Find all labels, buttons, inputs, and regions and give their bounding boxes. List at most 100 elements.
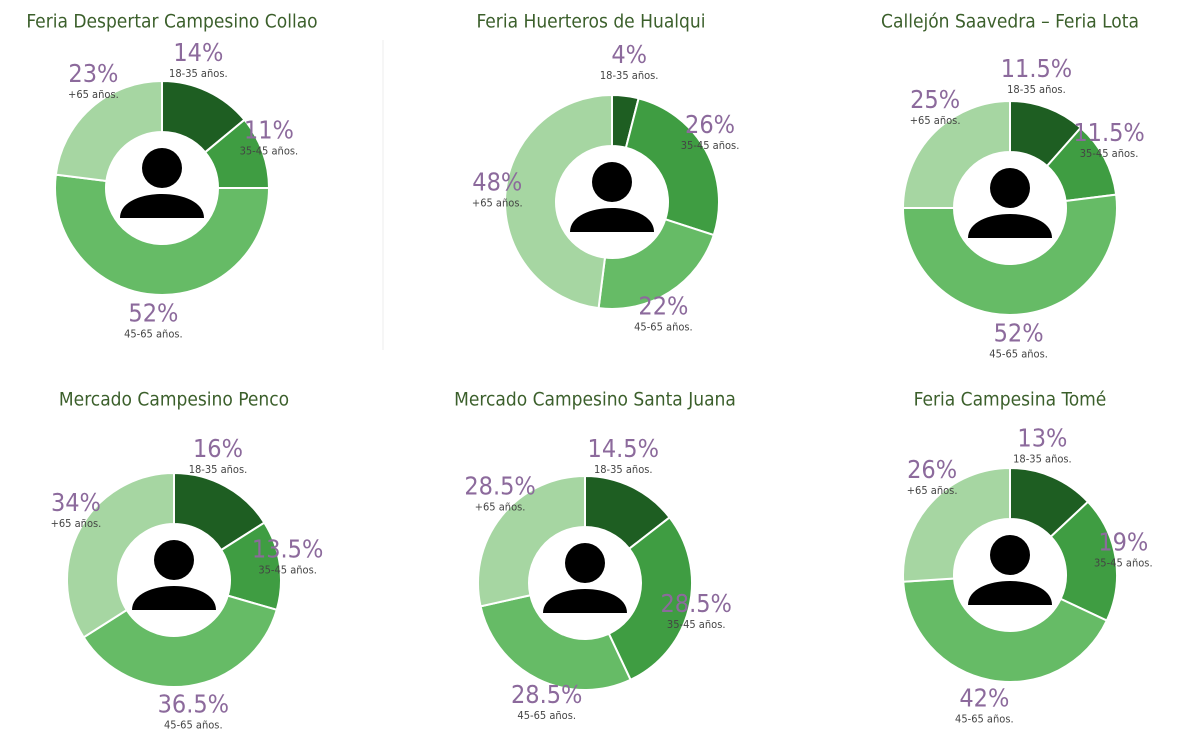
value-label: 25%: [910, 85, 960, 114]
person-head: [565, 543, 605, 583]
segment-label: 4%18-35 años.: [600, 40, 659, 82]
donut-segment: [504, 93, 613, 310]
value-label: 23%: [68, 59, 118, 88]
value-label: 28.5%: [464, 471, 535, 500]
segment-label: 48%+65 años.: [472, 167, 523, 209]
person-head: [154, 540, 194, 580]
category-label: 45-65 años.: [164, 719, 223, 730]
donut-segment: [54, 173, 271, 296]
person-body: [570, 208, 654, 232]
donut-segment: [54, 79, 163, 183]
segment-label: 26%35-45 años.: [681, 110, 740, 152]
person-body: [968, 214, 1052, 238]
segment-label: 52%45-65 años.: [124, 299, 183, 341]
donut-chart: Mercado Campesino Penco 16%18-35 años. 13.…: [51, 389, 324, 730]
segment-label: 11.5%18-35 años.: [1001, 54, 1072, 96]
segment-label: 14%18-35 años.: [169, 38, 228, 80]
segment-label: 36.5%45-65 años.: [158, 690, 229, 730]
category-label: 35-45 años.: [1080, 147, 1139, 160]
donut-segment: [901, 193, 1118, 316]
donut-segment: [901, 99, 1011, 209]
donut-chart: Callejón Saavedra – Feria Lota11.5%18-35…: [881, 11, 1145, 361]
segment-label: 28.5%45-65 años.: [511, 680, 582, 722]
segment-label: 26%+65 años.: [907, 455, 958, 497]
value-label: 13%: [1017, 423, 1067, 452]
segment-label: 34%+65 años.: [51, 488, 102, 530]
person-head: [592, 162, 632, 202]
value-label: 48%: [472, 167, 522, 196]
category-label: 45-65 años.: [124, 328, 183, 341]
category-label: 35-45 años.: [681, 139, 740, 152]
chart-title: Callejón Saavedra – Feria Lota: [881, 11, 1139, 33]
value-label: 13.5%: [252, 535, 323, 564]
segment-label: 13%18-35 años.: [1013, 423, 1072, 465]
category-label: +65 años.: [472, 196, 523, 209]
value-label: 52%: [994, 319, 1044, 348]
category-label: 18-35 años.: [594, 463, 653, 476]
category-label: 45-65 años.: [517, 709, 576, 722]
category-label: 35-45 años.: [240, 145, 299, 158]
category-label: 45-65 años.: [989, 348, 1048, 361]
donut-segment: [477, 474, 586, 608]
category-label: +65 años.: [68, 88, 119, 101]
value-label: 36.5%: [158, 690, 229, 719]
person-head: [142, 148, 182, 188]
value-label: 28.5%: [511, 680, 582, 709]
category-label: +65 años.: [910, 114, 961, 127]
segment-label: 25%+65 años.: [910, 85, 961, 127]
value-label: 34%: [51, 488, 101, 517]
value-label: 42%: [959, 684, 1009, 713]
category-label: +65 años.: [475, 500, 526, 513]
value-label: 28.5%: [660, 589, 731, 618]
person-body: [543, 589, 627, 613]
value-label: 16%: [193, 434, 243, 463]
donut-chart: Feria Despertar Campesino Collao 14%18-35…: [26, 11, 317, 341]
segment-label: 14.5%18-35 años.: [588, 434, 659, 476]
segment-label: 22%45-65 años.: [634, 292, 693, 334]
value-label: 26%: [685, 110, 735, 139]
chart-title: Mercado Campesino Santa Juana: [454, 389, 736, 411]
segment-label: 11.5%35-45 años.: [1073, 118, 1144, 160]
value-label: 19%: [1098, 528, 1148, 557]
segment-label: 28.5%35-45 años.: [660, 589, 731, 631]
donut-chart: Feria Huerteros de Hualqui 4%18-35 años. 2…: [472, 11, 739, 334]
segment-label: 13.5%35-45 años.: [252, 535, 323, 577]
donut-chart: Feria Campesina Tomé 13%18-35 años. 19%35-…: [902, 389, 1153, 726]
category-label: 45-65 años.: [634, 321, 693, 334]
value-label: 26%: [907, 455, 957, 484]
segment-label: 42%45-65 años.: [955, 684, 1014, 726]
value-label: 11%: [244, 116, 294, 145]
value-label: 14.5%: [588, 434, 659, 463]
donut-segment: [902, 577, 1109, 683]
donut-segment: [624, 97, 720, 237]
person-head: [990, 535, 1030, 575]
segment-label: 52%45-65 años.: [989, 319, 1048, 361]
segment-label: 11%35-45 años.: [240, 116, 299, 158]
category-label: 45-65 años.: [955, 713, 1014, 726]
category-label: 35-45 años.: [667, 618, 726, 631]
person-head: [990, 168, 1030, 208]
category-label: 18-35 años.: [169, 67, 228, 80]
donut-segment: [479, 594, 632, 691]
chart-title: Feria Huerteros de Hualqui: [476, 11, 705, 33]
person-body: [120, 194, 204, 218]
value-label: 22%: [638, 292, 688, 321]
category-label: 35-45 años.: [258, 564, 317, 577]
segment-label: 28.5%+65 años.: [464, 471, 535, 513]
value-label: 14%: [173, 38, 223, 67]
category-label: 18-35 años.: [1007, 83, 1066, 96]
segment-label: 16%18-35 años.: [189, 434, 248, 476]
value-label: 11.5%: [1073, 118, 1144, 147]
category-label: 18-35 años.: [1013, 452, 1072, 465]
category-label: 18-35 años.: [189, 463, 248, 476]
chart-title: Feria Despertar Campesino Collao: [26, 11, 317, 33]
category-label: +65 años.: [51, 517, 102, 530]
chart-title: Mercado Campesino Penco: [59, 389, 289, 411]
value-label: 4%: [611, 40, 647, 69]
donut-segment: [902, 466, 1011, 583]
segment-label: 19%35-45 años.: [1094, 528, 1153, 570]
donut-segment: [597, 218, 716, 310]
category-label: 35-45 años.: [1094, 557, 1153, 570]
value-label: 11.5%: [1001, 54, 1072, 83]
